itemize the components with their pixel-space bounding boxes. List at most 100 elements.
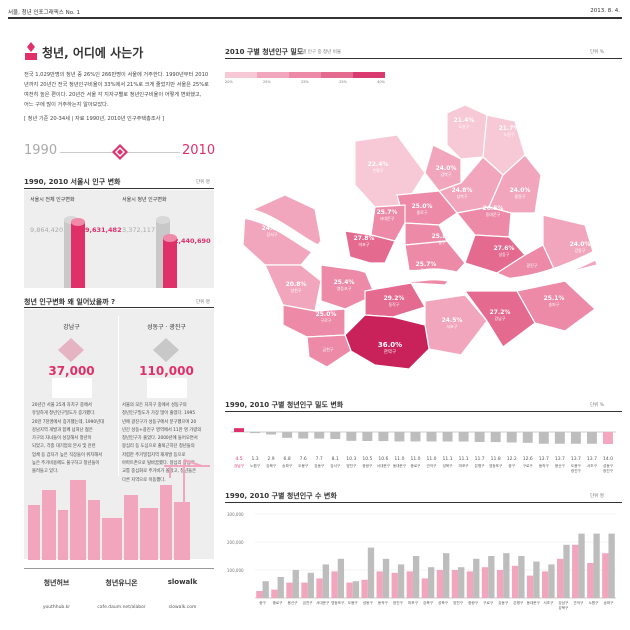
district-dongjak	[364, 282, 426, 318]
district-name: 성북구	[456, 194, 468, 199]
gangnam-text-line: 강남지역 개발과 함께 넘쳐난 젊은	[32, 427, 93, 433]
legend-swatch	[289, 72, 321, 78]
density-category-label: 용산구	[555, 463, 566, 468]
density-bar	[442, 432, 453, 442]
density-category-label: 마포구	[459, 463, 470, 468]
density-bar	[266, 432, 277, 435]
district-value: 25.0%	[411, 203, 433, 210]
density-category-label: 중랑구	[362, 463, 373, 468]
district-value: 24.0%	[509, 187, 531, 194]
count-bar-1990	[352, 581, 360, 598]
district-value: 25.4%	[333, 279, 355, 286]
gangnam-text-line: 가구의 자녀들이 성장해서 청년이	[32, 436, 92, 442]
legend-tick: 40%	[377, 80, 385, 84]
count-bar-1990	[608, 533, 615, 598]
why-divider	[118, 316, 119, 476]
density-category-label: 강남구	[234, 463, 245, 468]
count-bar-1990	[427, 567, 435, 598]
year-end: 2010	[182, 143, 216, 158]
district-name: 도봉구	[458, 124, 470, 129]
density-value-label: 10.6	[378, 456, 388, 462]
density-bar	[426, 432, 437, 442]
count-bar-2010	[316, 578, 323, 598]
density-change-rule	[225, 411, 622, 412]
district-value: 24.0%	[569, 241, 591, 248]
count-bar-2010	[301, 582, 308, 598]
count-category-label: 종로구	[273, 601, 284, 605]
footer-youthhub[interactable]: 청년허브 youthhub.kr	[24, 572, 89, 612]
density-category-label: 강북구	[266, 463, 277, 468]
count-bar-2010	[572, 544, 579, 598]
district-name: 마포구	[358, 242, 370, 247]
seongdong-text-line: 청년인구밀도가 가장 많이 줄었다. 1995	[122, 411, 196, 417]
count-bar-2010	[587, 563, 594, 598]
density-category-label: 강서구	[330, 463, 341, 468]
district-value: 24.8%	[451, 187, 473, 194]
why-rule	[24, 307, 214, 308]
density-value-label: 8.1	[332, 456, 339, 462]
district-name: 서초구	[446, 324, 458, 329]
gangnam-text-line: 유일하게 청년인구밀도가 증가했다.	[32, 411, 96, 417]
gangnam-text-line: 몰려들고 있다.	[32, 469, 59, 475]
total-2010-bar	[71, 222, 85, 288]
district-name: 강서구	[266, 232, 278, 237]
map-labels: 21.4% 도봉구 21.7% 노원구 24.0% 강북구 22.4% 은평구 24.8…	[225, 95, 622, 385]
density-category-label: 송파구	[282, 463, 293, 468]
count-change-title: 1990, 2010 구별 청년인구 수 변화	[225, 492, 337, 500]
count-bar-2010	[421, 578, 428, 598]
person-icon	[25, 42, 37, 60]
density-value-label: 11.0	[427, 456, 437, 462]
y-tick-label: 300,000	[227, 512, 244, 517]
count-category-label: 동작구	[378, 600, 389, 605]
count-bar-1990	[578, 533, 585, 598]
density-bar	[586, 432, 597, 444]
header-date: 2013. 8. 4.	[590, 8, 620, 14]
density-bar	[603, 432, 613, 444]
district-value: 25.0%	[315, 311, 337, 318]
district-value: 27.8%	[353, 235, 375, 242]
seongdong-text-line: 년간 성동+광진구 영역에서 11만 명 가량의	[122, 427, 202, 433]
gangnam-value: 37,000	[48, 364, 95, 378]
count-bar-1990	[307, 572, 314, 598]
count-bar-1990	[443, 553, 450, 598]
density-bar	[378, 432, 389, 442]
intro-line: 어느 구에 많이 거주하는지 알아보았다.	[24, 102, 109, 108]
district-value: 27.6%	[493, 245, 515, 252]
footer-slowalk[interactable]: slowalk slowalk.com	[150, 572, 215, 612]
density-value-label: 13.7	[587, 456, 597, 462]
map-unit: 단위 %	[590, 50, 604, 55]
density-value-label: 13.7	[539, 456, 549, 462]
density-value-label: 11.8	[491, 456, 501, 462]
youthhub-logo: 청년허브	[43, 579, 70, 587]
count-category-label: 서초구	[543, 600, 554, 605]
density-category-label: 노원구	[250, 463, 261, 468]
count-bar-1990	[322, 564, 330, 598]
density-value-label: 6.8	[284, 456, 291, 462]
legend-tick: 20%	[225, 80, 233, 84]
density-bar	[234, 428, 244, 432]
density-category-label: 서초구	[587, 463, 598, 468]
district-value: 25.7%	[376, 209, 398, 216]
density-bar	[346, 432, 357, 441]
district-value: 21.4%	[453, 117, 475, 124]
gangnam-text-line: 20년간 서울 25개 자치구 중에서	[32, 403, 92, 408]
count-bar-1990	[593, 533, 600, 598]
count-bar-1990	[503, 553, 510, 598]
count-bar-1990	[262, 581, 269, 598]
why-unit: 단위 명	[196, 300, 210, 305]
source-note: [ 청년 기준 20-34세 | 자료 1990년, 2010년 인구주택총조사…	[24, 116, 165, 122]
district-value: 29.2%	[383, 295, 405, 302]
y-tick-label: 100,000	[227, 568, 244, 573]
district-value: 25.7%	[415, 261, 437, 268]
footer-youthunion[interactable]: 청년유니온 cafe.daum.net/alabor	[89, 572, 154, 612]
count-bar-1990	[382, 558, 390, 598]
density-value-label: 13.7	[555, 456, 565, 462]
count-bar-1990	[533, 561, 540, 598]
count-bar-1990	[458, 567, 465, 598]
why-title: 청년 인구변화 왜 일어났을까 ?	[24, 298, 116, 306]
map-legend: 20% 25% 25% 25% 40%	[225, 72, 385, 84]
youthhub-url: youthhub.kr	[42, 605, 71, 610]
district-name: 송파구	[548, 302, 560, 307]
legend-swatch	[353, 72, 385, 78]
total-2010-value: 9,631,482	[85, 226, 122, 234]
